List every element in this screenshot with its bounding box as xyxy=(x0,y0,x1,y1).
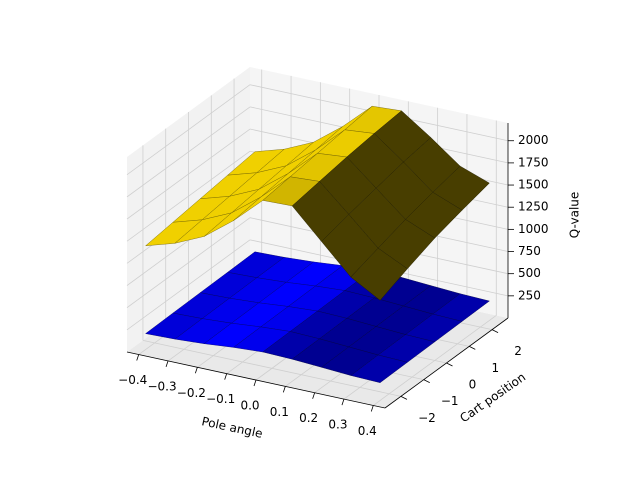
z-tick-label: 750 xyxy=(518,244,541,258)
x-tick-label: −0.2 xyxy=(177,386,206,400)
z-tick-label: 1500 xyxy=(518,178,549,192)
x-tick xyxy=(165,360,169,368)
y-tick xyxy=(423,379,430,384)
y-tick xyxy=(491,329,499,334)
z-tick-label: 1250 xyxy=(518,200,549,214)
y-tick-label: −2 xyxy=(418,411,436,425)
x-tick xyxy=(341,398,345,406)
z-tick-label: 1000 xyxy=(518,222,549,236)
grid-line xyxy=(126,84,251,176)
z-tick-label: 1750 xyxy=(518,155,549,169)
y-tick-label: 0 xyxy=(469,378,477,392)
x-tick-label: −0.3 xyxy=(147,379,176,393)
surface-patch xyxy=(350,354,408,383)
x-axis-label: Pole angle xyxy=(200,414,264,441)
x-tick xyxy=(312,392,316,399)
x-tick xyxy=(282,386,286,393)
x-axis-line xyxy=(126,351,386,409)
grid-line xyxy=(126,150,251,242)
surface-patch xyxy=(350,247,408,301)
x-tick xyxy=(224,373,228,380)
y-tick-label: 1 xyxy=(491,361,499,375)
y-axis-line xyxy=(384,317,509,409)
grid-line xyxy=(126,106,251,198)
z-axis-label: Q-value xyxy=(568,192,582,239)
grid-line xyxy=(126,217,251,309)
x-tick-label: −0.1 xyxy=(206,392,235,406)
x-tick xyxy=(136,354,140,361)
z-tick-label: 500 xyxy=(518,266,541,280)
z-tick-label: 2000 xyxy=(518,133,549,147)
x-tick xyxy=(253,379,257,387)
x-tick-label: −0.4 xyxy=(118,373,147,387)
x-tick xyxy=(370,405,374,412)
x-tick xyxy=(194,367,198,374)
y-tick xyxy=(469,345,476,350)
grid-line xyxy=(142,339,402,397)
z-tick-label: 250 xyxy=(518,288,541,302)
grid-line xyxy=(126,128,251,220)
grid-line xyxy=(126,239,251,331)
x-tick-label: 0.3 xyxy=(328,418,347,432)
y-tick-label: 2 xyxy=(514,344,522,358)
x-tick-label: 0.2 xyxy=(299,411,318,425)
x-tick-label: 0.1 xyxy=(270,405,289,419)
x-tick-label: 0.4 xyxy=(358,424,377,438)
y-tick xyxy=(400,395,408,400)
y-tick xyxy=(446,362,453,367)
y-tick-label: −1 xyxy=(441,394,459,408)
x-tick-label: 0.0 xyxy=(240,399,259,413)
